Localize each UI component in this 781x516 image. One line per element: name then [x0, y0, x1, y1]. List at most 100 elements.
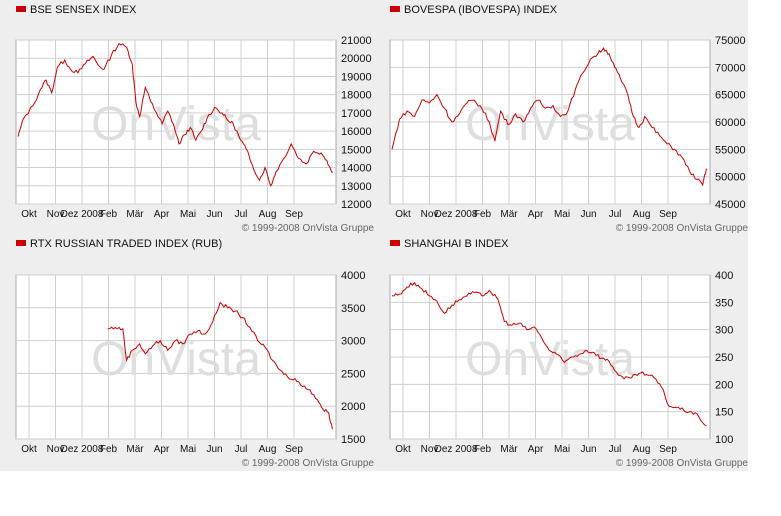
y-tick-label: 100: [715, 434, 733, 446]
y-tick-label: 65000: [715, 90, 746, 102]
x-tick-label: Apr: [154, 444, 170, 455]
y-tick-label: 17000: [341, 108, 372, 120]
x-tick-label: Feb: [100, 209, 118, 220]
y-tick-label: 16000: [341, 126, 372, 138]
x-tick-label: Dez 2008: [61, 209, 104, 220]
y-tick-label: 19000: [341, 71, 372, 83]
x-tick-label: Mai: [554, 444, 570, 455]
y-tick-label: 75000: [715, 35, 746, 47]
chart-svg: 21000 20000 19000 18000 17000 16000 15000 14000…: [15, 35, 372, 220]
legend-swatch: [16, 6, 26, 12]
watermark: OnVista: [465, 98, 635, 151]
watermark: OnVista: [465, 333, 635, 386]
x-tick-label: Mär: [500, 209, 518, 220]
y-tick-label: 70000: [715, 62, 746, 74]
x-tick-label: Apr: [154, 209, 170, 220]
y-tick-label: 60000: [715, 117, 746, 129]
y-tick-label: 55000: [715, 144, 746, 156]
x-tick-label: Sep: [659, 209, 677, 220]
legend-swatch: [390, 240, 400, 246]
watermark: OnVista: [91, 333, 261, 386]
x-tick-label: Feb: [474, 209, 492, 220]
y-tick-label: 18000: [341, 90, 372, 102]
y-tick-label: 150: [715, 407, 733, 419]
plot-area: [15, 274, 337, 440]
y-tick-label: 300: [715, 325, 733, 337]
series-line: [391, 281, 707, 427]
x-tick-label: Mär: [126, 444, 144, 455]
x-tick-label: Apr: [528, 209, 544, 220]
copyright-text: © 1999-2008 OnVista Gruppe: [241, 223, 374, 234]
x-tick-label: Jul: [609, 209, 622, 220]
y-tick-label: 1500: [341, 434, 365, 446]
chart-panel: SHANGHAI B INDEX © 1999-2008 OnVista Grup…: [374, 234, 748, 471]
x-tick-label: Jun: [580, 444, 596, 455]
y-tick-label: 14000: [341, 163, 372, 175]
x-tick-label: Jun: [206, 209, 222, 220]
y-tick-label: 21000: [341, 35, 372, 47]
x-tick-label: Jun: [580, 209, 596, 220]
y-tick-label: 13000: [341, 181, 372, 193]
x-tick-label: Nov: [47, 444, 65, 455]
chart-title-text: RTX RUSSIAN TRADED INDEX (RUB): [30, 238, 223, 250]
y-tick-label: 2000: [341, 401, 365, 413]
chart-title: BSE SENSEX INDEX: [16, 4, 136, 16]
x-tick-label: Jul: [235, 444, 248, 455]
x-tick-label: Mai: [180, 209, 196, 220]
y-tick-label: 200: [715, 379, 733, 391]
chart-title: SHANGHAI B INDEX: [390, 238, 509, 250]
x-tick-label: Nov: [421, 209, 439, 220]
x-tick-label: Nov: [421, 444, 439, 455]
y-tick-label: 4000: [341, 270, 365, 282]
watermark: OnVista: [91, 98, 261, 151]
chart-panel: BSE SENSEX INDEX © 1999-2008 OnVista Grup…: [0, 0, 374, 234]
x-tick-label: Mai: [554, 209, 570, 220]
x-tick-label: Aug: [259, 444, 277, 455]
x-tick-label: Dez 2008: [435, 444, 478, 455]
x-tick-label: Sep: [659, 444, 677, 455]
legend-swatch: [16, 240, 26, 246]
x-tick-label: Jul: [235, 209, 248, 220]
x-tick-label: Aug: [633, 444, 651, 455]
chart-panel: RTX RUSSIAN TRADED INDEX (RUB) © 1999-200…: [0, 234, 374, 471]
legend-swatch: [390, 6, 400, 12]
x-tick-label: Jul: [609, 444, 622, 455]
series-line: [391, 47, 707, 187]
y-tick-label: 350: [715, 297, 733, 309]
x-tick-label: Dez 2008: [435, 209, 478, 220]
copyright-text: © 1999-2008 OnVista Gruppe: [241, 458, 374, 469]
x-tick-label: Feb: [474, 444, 492, 455]
chart-title-text: SHANGHAI B INDEX: [404, 238, 509, 250]
x-tick-label: Mär: [500, 444, 518, 455]
chart-svg: 75000 70000 65000 60000 55000 50000 45000 Okt No…: [389, 35, 746, 220]
copyright-text: © 1999-2008 OnVista Gruppe: [615, 458, 748, 469]
x-tick-label: Apr: [528, 444, 544, 455]
y-tick-label: 2500: [341, 368, 365, 380]
x-tick-label: Okt: [21, 209, 37, 220]
x-tick-label: Sep: [285, 209, 303, 220]
x-tick-label: Dez 2008: [61, 444, 104, 455]
x-tick-label: Okt: [395, 209, 411, 220]
x-tick-label: Nov: [47, 209, 65, 220]
x-tick-label: Okt: [395, 444, 411, 455]
y-tick-label: 45000: [715, 199, 746, 211]
x-tick-label: Jun: [206, 444, 222, 455]
x-tick-label: Mär: [126, 209, 144, 220]
x-tick-label: Aug: [259, 209, 277, 220]
y-tick-label: 3500: [341, 303, 365, 315]
y-tick-label: 250: [715, 352, 733, 364]
y-tick-label: 50000: [715, 172, 746, 184]
y-tick-label: 3000: [341, 336, 365, 348]
y-tick-label: 20000: [341, 53, 372, 65]
x-tick-label: Feb: [100, 444, 118, 455]
x-tick-label: Okt: [21, 444, 37, 455]
x-tick-label: Sep: [285, 444, 303, 455]
series-line: [107, 301, 333, 430]
chart-title-text: BSE SENSEX INDEX: [30, 4, 137, 16]
x-tick-label: Aug: [633, 209, 651, 220]
chart-title: BOVESPA (IBOVESPA) INDEX: [390, 4, 557, 16]
chart-title: RTX RUSSIAN TRADED INDEX (RUB): [16, 238, 222, 250]
